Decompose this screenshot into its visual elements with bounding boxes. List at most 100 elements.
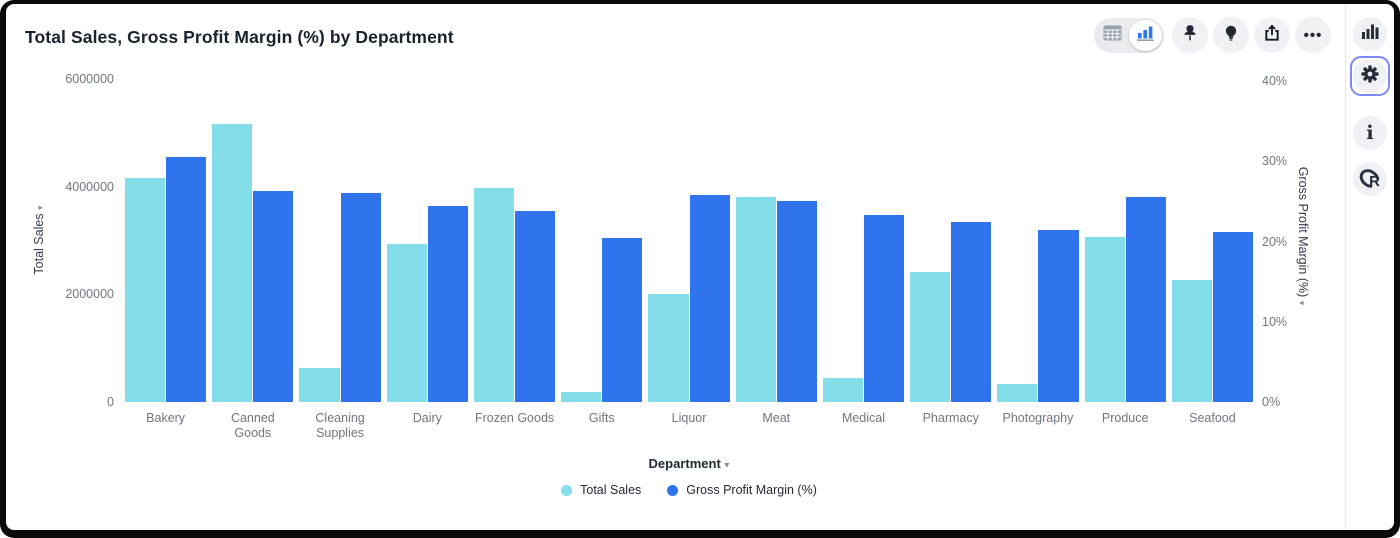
bar-group: Frozen Goods bbox=[471, 79, 558, 425]
bar-total-sales-dairy[interactable] bbox=[386, 243, 427, 402]
info-icon: i bbox=[1366, 121, 1374, 144]
bar-gross-profit-margin-canned-goods[interactable] bbox=[253, 191, 294, 402]
right-axis-tick-label: 0% bbox=[1262, 395, 1281, 409]
bar-total-sales-bakery[interactable] bbox=[125, 178, 166, 402]
bar-gross-profit-margin-photography[interactable] bbox=[1038, 230, 1079, 402]
columns-chart-icon bbox=[1361, 23, 1379, 45]
r-language-button[interactable]: R bbox=[1353, 162, 1387, 196]
x-axis-category-label: Meat bbox=[762, 411, 791, 425]
bar-chart-icon bbox=[1136, 25, 1155, 46]
bar-group: Liquor bbox=[645, 79, 732, 425]
bar-pair bbox=[1084, 79, 1166, 402]
bar-group: Photography bbox=[994, 79, 1081, 425]
bar-pair bbox=[473, 79, 556, 402]
left-axis-sort-arrow-icon: ▾ bbox=[35, 205, 45, 210]
bar-total-sales-frozen-goods[interactable] bbox=[473, 187, 515, 402]
share-icon bbox=[1262, 23, 1282, 48]
bar-group: Meat bbox=[733, 79, 820, 425]
chart-view-button[interactable] bbox=[1129, 19, 1162, 51]
bar-group: Seafood bbox=[1169, 79, 1256, 425]
lightbulb-icon bbox=[1221, 23, 1241, 48]
chart-panel: Total Sales, Gross Profit Margin (%) by … bbox=[6, 4, 1345, 530]
bar-pair bbox=[735, 79, 817, 402]
bar-gross-profit-margin-seafood[interactable] bbox=[1212, 231, 1254, 402]
bar-total-sales-canned-goods[interactable] bbox=[212, 124, 253, 402]
right-axis-title[interactable]: Gross Profit Margin (%) ▾ bbox=[1296, 166, 1310, 306]
x-axis-category-label: Medical bbox=[841, 411, 886, 425]
settings-button[interactable] bbox=[1353, 59, 1387, 93]
legend-item[interactable]: Total Sales bbox=[561, 483, 641, 497]
element-format-button[interactable] bbox=[1353, 17, 1387, 51]
more-button[interactable]: ••• bbox=[1295, 17, 1331, 53]
bar-gross-profit-margin-produce[interactable] bbox=[1125, 196, 1166, 402]
bar-group: Dairy bbox=[384, 79, 471, 425]
table-view-button[interactable] bbox=[1096, 20, 1129, 51]
legend-label: Total Sales bbox=[580, 483, 642, 497]
more-icon: ••• bbox=[1303, 26, 1323, 44]
view-toggle bbox=[1094, 17, 1164, 53]
info-button[interactable]: i bbox=[1353, 116, 1387, 150]
bar-group: Bakery bbox=[122, 79, 209, 425]
bar-total-sales-produce[interactable] bbox=[1084, 237, 1125, 402]
settings-selected-outline bbox=[1350, 56, 1390, 96]
bar-group: Medical bbox=[820, 79, 907, 425]
pin-icon bbox=[1180, 23, 1200, 48]
bar-gross-profit-margin-cleaning-supplies[interactable] bbox=[340, 192, 381, 402]
bar-group: Produce bbox=[1082, 79, 1169, 425]
bar-pair bbox=[386, 79, 468, 402]
bar-gross-profit-margin-pharmacy[interactable] bbox=[951, 221, 992, 402]
bar-group: Pharmacy bbox=[907, 79, 994, 425]
bar-pair bbox=[212, 79, 294, 402]
bar-gross-profit-margin-medical[interactable] bbox=[864, 215, 905, 402]
explain-button[interactable] bbox=[1213, 17, 1249, 53]
bar-total-sales-photography[interactable] bbox=[997, 384, 1038, 402]
bar-gross-profit-margin-liquor[interactable] bbox=[689, 195, 730, 402]
legend-label: Gross Profit Margin (%) bbox=[686, 483, 817, 497]
bar-total-sales-liquor[interactable] bbox=[648, 294, 689, 402]
left-axis-tick-label: 4000000 bbox=[65, 179, 114, 194]
bar-total-sales-seafood[interactable] bbox=[1171, 279, 1212, 402]
x-axis-category-label: Liquor bbox=[671, 411, 707, 425]
bar-pair bbox=[125, 79, 207, 402]
x-axis-category-label: Cleaning Supplies bbox=[315, 411, 365, 440]
bar-pair bbox=[822, 79, 905, 402]
left-axis-tick-label: 6000000 bbox=[65, 72, 114, 86]
bar-pair bbox=[1171, 79, 1254, 402]
x-axis-title[interactable]: Department ▾ bbox=[648, 456, 730, 471]
bar-group: Canned Goods bbox=[209, 79, 296, 440]
x-axis-category-label: Photography bbox=[1002, 411, 1074, 425]
table-icon bbox=[1103, 25, 1122, 46]
bar-total-sales-medical[interactable] bbox=[822, 377, 863, 402]
r-logo-icon: R bbox=[1355, 165, 1384, 192]
bar-pair bbox=[561, 79, 643, 402]
x-axis-category-label: Gifts bbox=[588, 411, 615, 425]
bar-total-sales-cleaning-supplies[interactable] bbox=[299, 368, 340, 402]
x-axis-category-label: Produce bbox=[1101, 411, 1149, 425]
bar-gross-profit-margin-gifts[interactable] bbox=[602, 238, 643, 402]
bar-gross-profit-margin-dairy[interactable] bbox=[427, 205, 468, 402]
x-axis-category-label: Frozen Goods bbox=[474, 411, 555, 425]
pin-button[interactable] bbox=[1172, 17, 1208, 53]
legend-item[interactable]: Gross Profit Margin (%) bbox=[667, 483, 817, 497]
bar-gross-profit-margin-frozen-goods[interactable] bbox=[515, 211, 556, 402]
right-axis-ticks: 40% 30% 20% 10% 0% bbox=[1262, 73, 1322, 410]
bar-pair bbox=[648, 79, 730, 402]
bar-pair bbox=[299, 79, 381, 402]
x-axis-category-label: Bakery bbox=[146, 411, 186, 425]
bar-gross-profit-margin-meat[interactable] bbox=[776, 200, 817, 402]
left-axis-ticks: 6000000 4000000 2000000 0 bbox=[26, 71, 114, 410]
legend-dot-icon bbox=[667, 484, 679, 496]
bar-pair bbox=[910, 79, 992, 402]
bar-total-sales-meat[interactable] bbox=[735, 196, 776, 402]
bar-gross-profit-margin-bakery[interactable] bbox=[166, 157, 207, 402]
right-axis-tick-label: 30% bbox=[1262, 154, 1288, 169]
bar-total-sales-gifts[interactable] bbox=[561, 391, 602, 402]
export-button[interactable] bbox=[1254, 17, 1290, 53]
chart-legend: Total Sales Gross Profit Margin (%) bbox=[122, 483, 1256, 497]
bar-total-sales-pharmacy[interactable] bbox=[910, 271, 951, 402]
x-axis-category-label: Seafood bbox=[1189, 411, 1236, 425]
right-axis-sort-arrow-icon: ▾ bbox=[1297, 300, 1307, 306]
left-axis-title[interactable]: Total Sales ▾ bbox=[32, 205, 46, 275]
legend-dot-icon bbox=[561, 484, 573, 496]
